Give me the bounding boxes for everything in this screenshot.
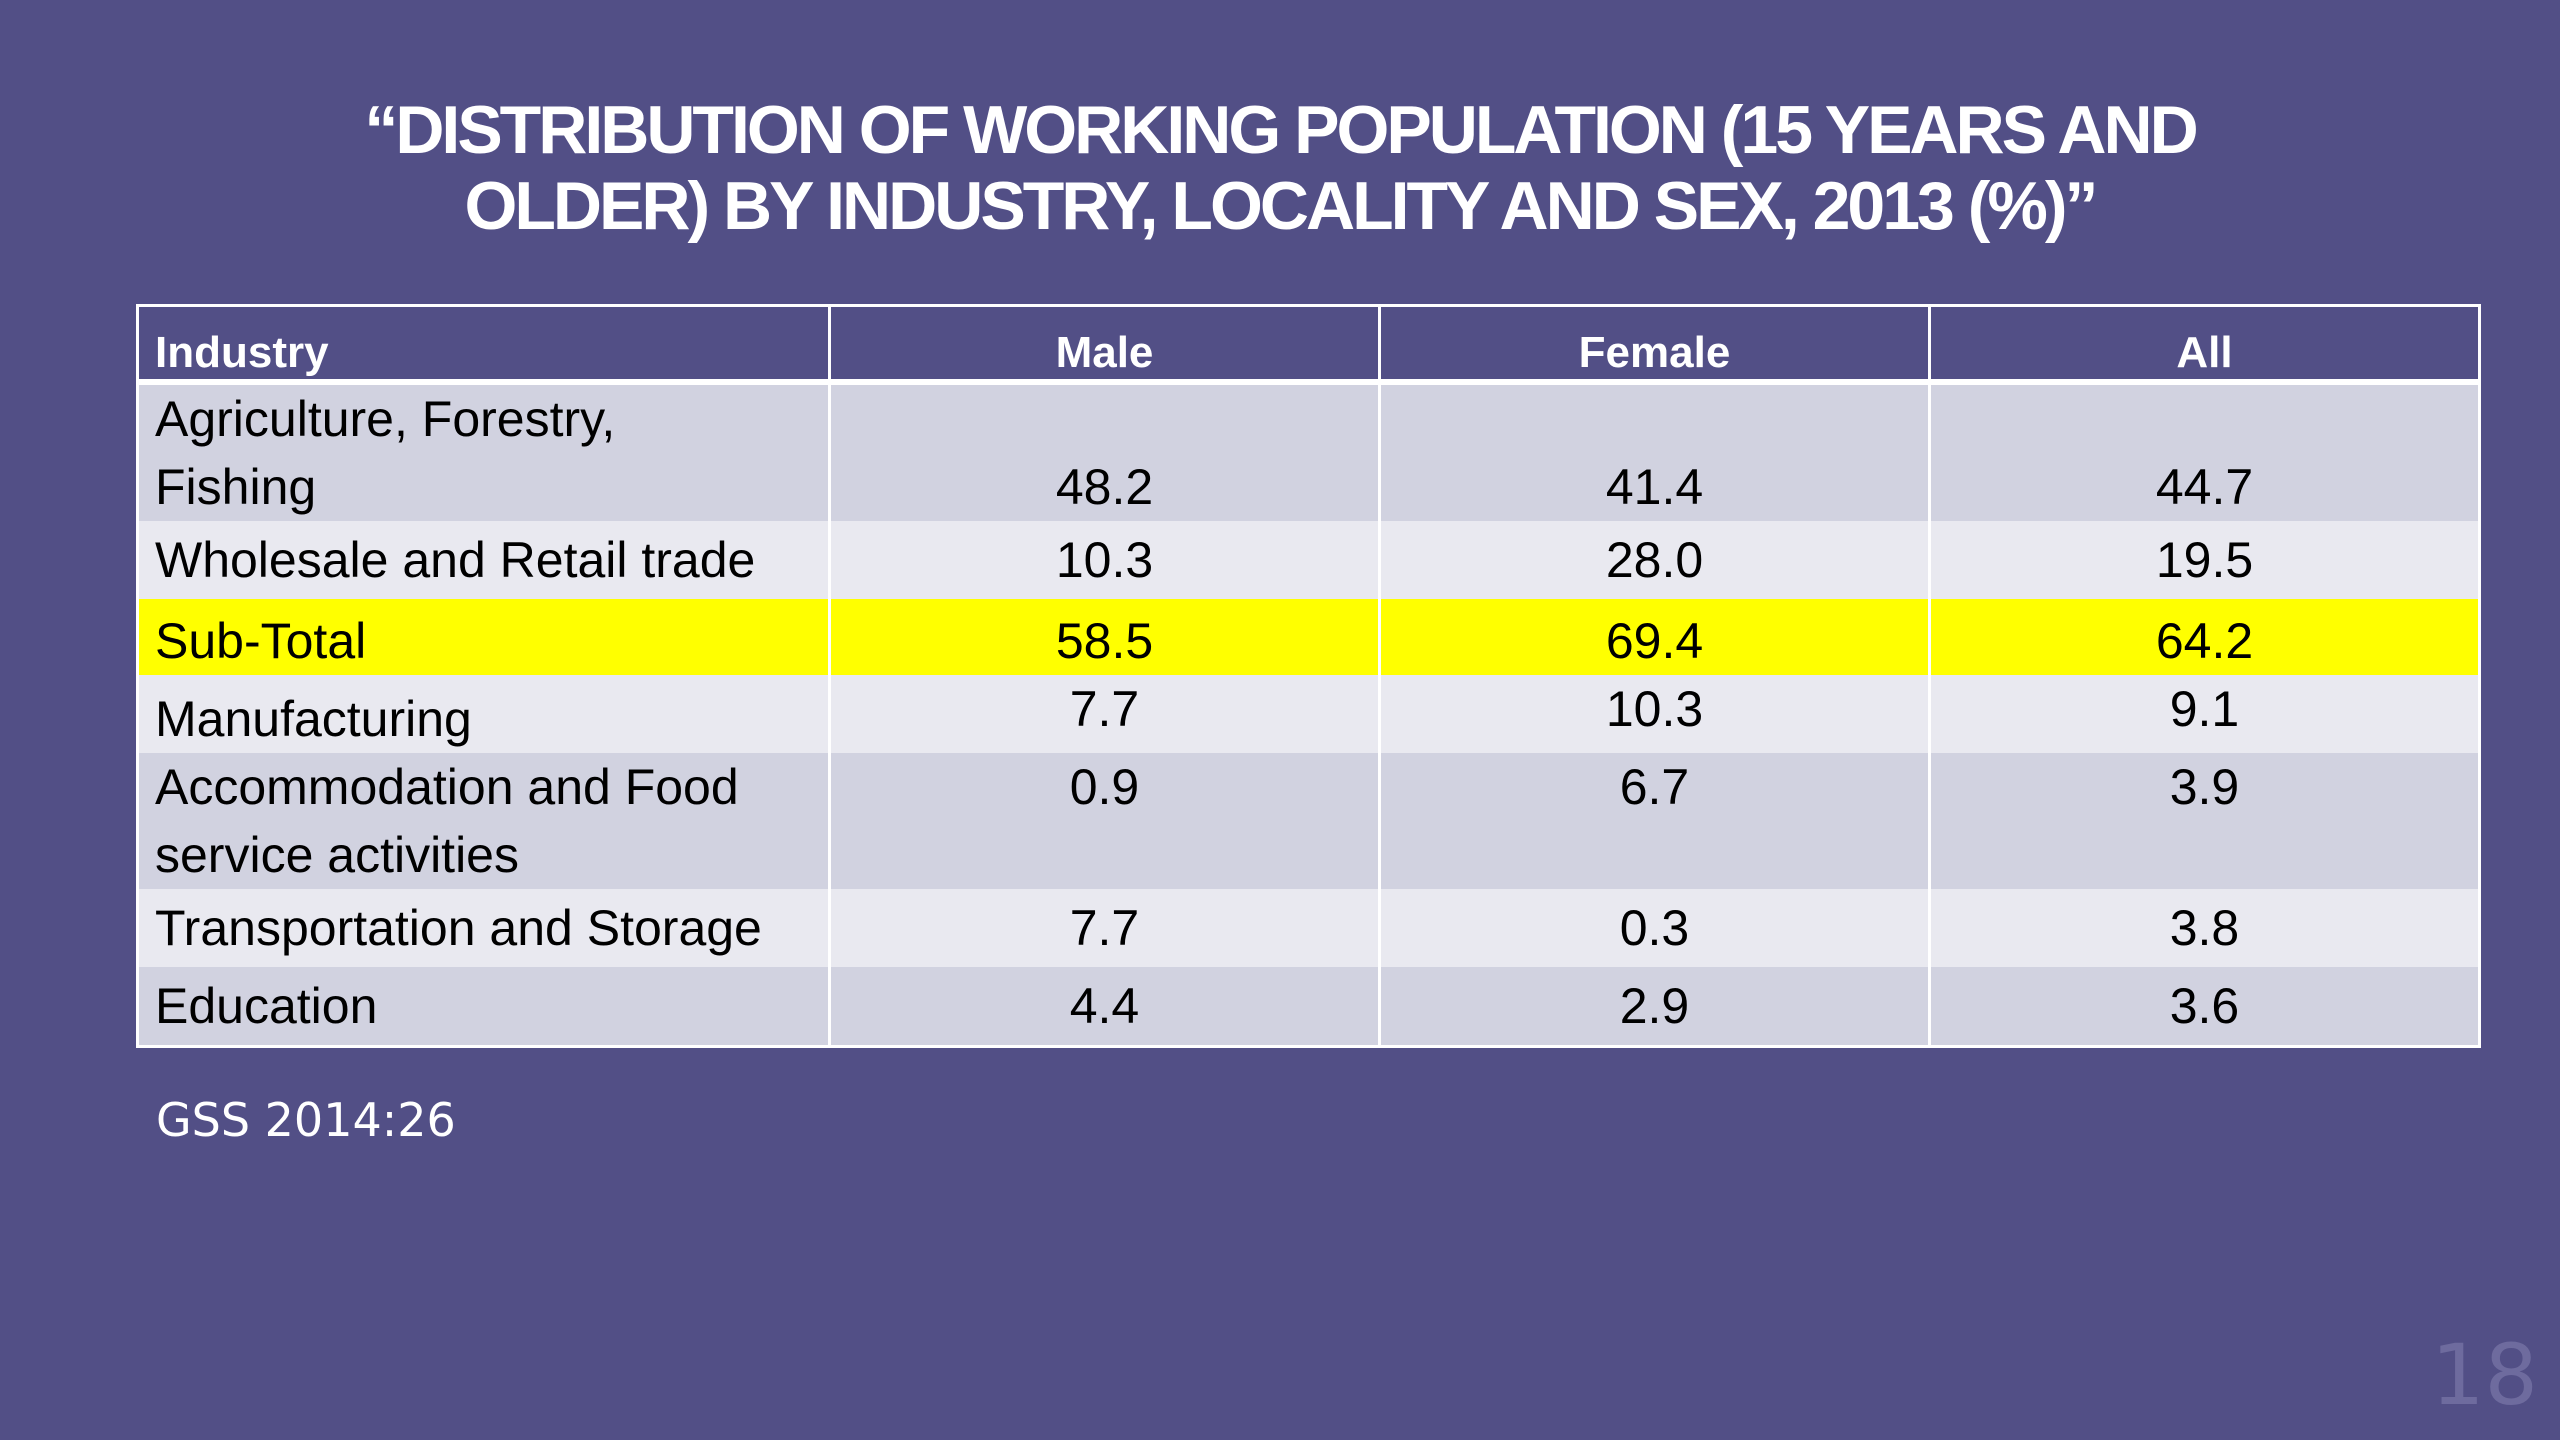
male-cell: 10.3 <box>828 521 1381 599</box>
all-cell: 44.7 <box>1928 382 2481 521</box>
industry-cell: Sub-Total <box>136 599 831 675</box>
female-cell: 0.3 <box>1378 889 1931 967</box>
header-female: Female <box>1378 305 1931 385</box>
industry-cell: Accommodation and Food service activitie… <box>136 753 831 889</box>
industry-cell: Wholesale and Retail trade <box>136 521 831 599</box>
female-cell: 28.0 <box>1378 521 1931 599</box>
slide-title: “DISTRIBUTION OF WORKING POPULATION (15 … <box>160 92 2400 244</box>
data-table-container: Industry Male Female All Agriculture, Fo… <box>136 304 2481 1048</box>
industry-distribution-table: Industry Male Female All Agriculture, Fo… <box>136 304 2481 1048</box>
male-cell: 0.9 <box>828 753 1381 889</box>
male-cell: 4.4 <box>828 967 1381 1047</box>
table-row: Wholesale and Retail trade 10.3 28.0 19.… <box>136 521 2481 599</box>
table-row: Transportation and Storage 7.7 0.3 3.8 <box>136 889 2481 967</box>
slide-title-line-1: “DISTRIBUTION OF WORKING POPULATION (15 … <box>364 92 2198 168</box>
industry-cell-line-1: Accommodation and Food <box>155 759 739 815</box>
industry-cell: Manufacturing <box>136 675 831 753</box>
all-cell: 64.2 <box>1928 599 2481 675</box>
industry-cell: Agriculture, Forestry, Fishing <box>136 382 831 521</box>
all-cell: 9.1 <box>1928 675 2481 753</box>
industry-cell-line-2: service activities <box>155 827 519 883</box>
table-row: Education 4.4 2.9 3.6 <box>136 967 2481 1047</box>
table-row: Accommodation and Food service activitie… <box>136 753 2481 889</box>
header-all: All <box>1928 305 2481 385</box>
male-cell: 7.7 <box>828 675 1381 753</box>
industry-cell: Education <box>136 967 831 1047</box>
header-male: Male <box>828 305 1381 385</box>
industry-cell-line-1: Agriculture, Forestry, <box>155 391 616 447</box>
female-cell: 41.4 <box>1378 382 1931 521</box>
slide-number: 18 <box>2431 1326 2538 1424</box>
all-cell: 19.5 <box>1928 521 2481 599</box>
female-cell: 2.9 <box>1378 967 1931 1047</box>
table-row: Manufacturing 7.7 10.3 9.1 <box>136 675 2481 753</box>
male-cell: 58.5 <box>828 599 1381 675</box>
industry-cell-line-2: Fishing <box>155 459 317 515</box>
table-row: Agriculture, Forestry, Fishing 48.2 41.4… <box>136 382 2481 521</box>
all-cell: 3.6 <box>1928 967 2481 1047</box>
subtotal-row: Sub-Total 58.5 69.4 64.2 <box>136 599 2481 675</box>
female-cell: 69.4 <box>1378 599 1931 675</box>
male-cell: 7.7 <box>828 889 1381 967</box>
female-cell: 10.3 <box>1378 675 1931 753</box>
header-industry: Industry <box>136 305 831 385</box>
industry-cell: Transportation and Storage <box>136 889 831 967</box>
male-cell: 48.2 <box>828 382 1381 521</box>
slide-title-line-2: OLDER) BY INDUSTRY, LOCALITY AND SEX, 20… <box>464 168 2098 244</box>
source-citation: GSS 2014:26 <box>156 1093 456 1147</box>
female-cell: 6.7 <box>1378 753 1931 889</box>
all-cell: 3.9 <box>1928 753 2481 889</box>
all-cell: 3.8 <box>1928 889 2481 967</box>
table-header-row: Industry Male Female All <box>136 305 2481 385</box>
